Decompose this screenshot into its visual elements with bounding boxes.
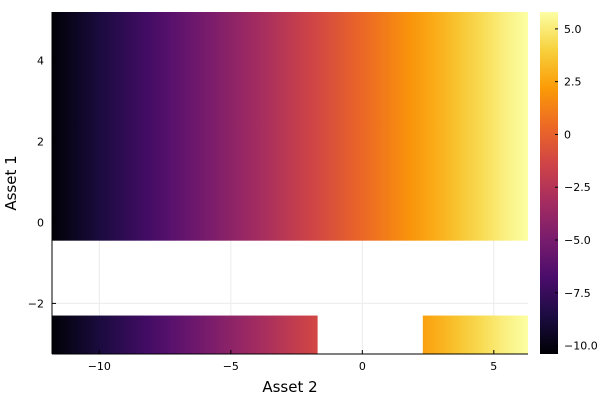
colorbar-tick-label: 2.5 [564, 76, 582, 89]
plot-area [51, 12, 528, 355]
heatmap-regions [52, 12, 528, 354]
y-tick-label: 4 [37, 55, 44, 68]
colorbar-gradient [540, 12, 558, 354]
x-tick-labels: −10 −5 0 5 [88, 350, 497, 373]
colorbar-tick-label: −2.5 [564, 181, 591, 194]
y-axis-label: Asset 1 [2, 155, 20, 210]
colorbar-tick-label: −7.5 [564, 287, 591, 300]
colorbar: 5.0 2.5 0 −2.5 −5.0 −7.5 −10.0 [540, 12, 598, 354]
x-tick-label: −10 [88, 360, 111, 373]
colorbar-tick-label: 0 [564, 128, 571, 141]
x-axis-label: Asset 2 [262, 378, 317, 396]
colorbar-tick-label: −10.0 [564, 340, 598, 353]
heatmap-region [52, 315, 318, 354]
axes [51, 12, 528, 355]
x-tick-label: −5 [223, 360, 239, 373]
x-tick-label: 5 [490, 360, 497, 373]
y-tick-labels: −2 0 2 4 [28, 55, 56, 310]
heatmap-region [422, 315, 528, 354]
colorbar-tick-label: −5.0 [564, 234, 591, 247]
heatmap-region [52, 12, 528, 241]
y-tick-label: 2 [37, 136, 44, 149]
colorbar-ticks: 5.0 2.5 0 −2.5 −5.0 −7.5 −10.0 [555, 23, 598, 353]
y-tick-label: −2 [28, 297, 44, 310]
y-tick-label: 0 [37, 216, 44, 229]
colorbar-tick-label: 5.0 [564, 23, 582, 36]
x-tick-label: 0 [359, 360, 366, 373]
